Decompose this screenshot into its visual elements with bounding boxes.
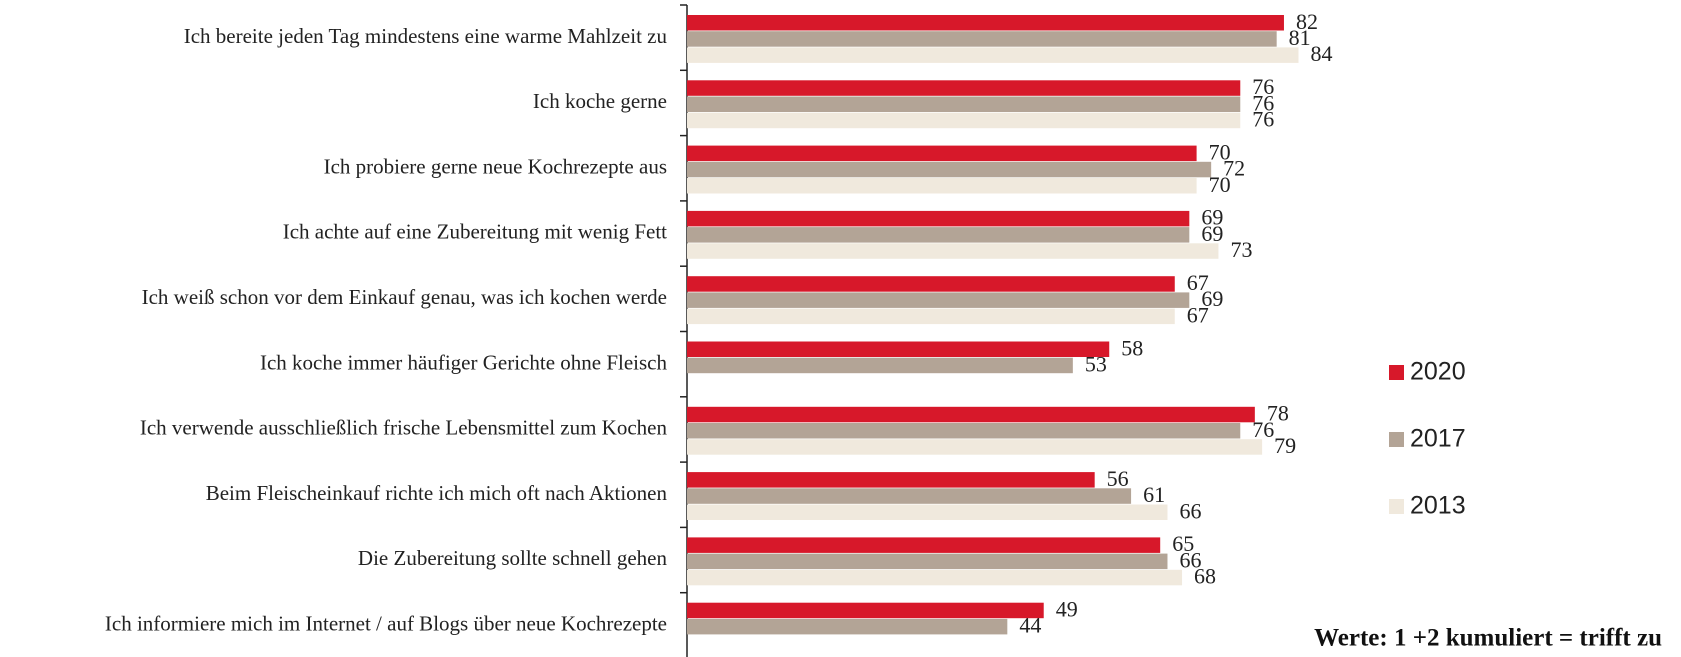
- bar: [687, 243, 1219, 259]
- bar: [687, 112, 1241, 129]
- value-label: 73: [1230, 237, 1252, 262]
- bar: [687, 31, 1277, 47]
- legend-swatch: [1389, 365, 1404, 380]
- bar: [687, 80, 1241, 96]
- value-label: 67: [1187, 270, 1209, 295]
- value-label: 67: [1187, 302, 1209, 327]
- bar: [687, 569, 1183, 586]
- bar: [687, 227, 1190, 243]
- bar: [687, 96, 1241, 112]
- bar: [687, 406, 1255, 423]
- bar: [687, 439, 1263, 455]
- category-label: Ich bereite jeden Tag mindestens eine wa…: [184, 24, 668, 48]
- bar: [687, 553, 1168, 570]
- category-label: Ich probiere gerne neue Kochrezepte aus: [324, 154, 667, 178]
- legend-label: 2020: [1410, 358, 1466, 386]
- value-label: 76: [1252, 417, 1274, 442]
- bar: [687, 178, 1197, 194]
- bar: [687, 357, 1073, 374]
- value-label: 70: [1209, 172, 1231, 197]
- value-label: 76: [1252, 106, 1274, 131]
- bar: [687, 292, 1190, 308]
- value-label: 70: [1209, 139, 1231, 164]
- value-label: 84: [1311, 41, 1333, 66]
- category-label: Ich informiere mich im Internet / auf Bl…: [105, 612, 667, 636]
- note: Werte: 1 +2 kumuliert = trifft zu: [1314, 625, 1662, 652]
- category-label: Ich verwende ausschließlich frische Lebe…: [140, 416, 668, 440]
- value-label: 78: [1267, 401, 1289, 426]
- value-label: 65: [1172, 531, 1194, 556]
- legend-label: 2013: [1410, 492, 1466, 520]
- value-label: 69: [1201, 205, 1223, 230]
- value-label: 69: [1201, 286, 1223, 311]
- value-label: 68: [1194, 564, 1216, 589]
- category-label: Ich weiß schon vor dem Einkauf genau, wa…: [142, 285, 667, 309]
- bar: [687, 504, 1168, 520]
- bar: [687, 161, 1212, 178]
- value-label: 82: [1296, 9, 1318, 34]
- value-label: 58: [1121, 335, 1143, 360]
- bar: [687, 210, 1190, 227]
- legend-swatch: [1389, 499, 1404, 514]
- category-label: Ich koche gerne: [533, 89, 667, 113]
- category-label: Die Zubereitung sollte schnell gehen: [358, 546, 668, 570]
- value-label: 66: [1179, 498, 1201, 523]
- bar: [687, 423, 1241, 439]
- bar: [687, 341, 1110, 357]
- bar: [687, 15, 1284, 31]
- value-label: 81: [1289, 25, 1311, 50]
- value-label: 56: [1107, 466, 1129, 491]
- bar: [687, 308, 1175, 325]
- legend-label: 2017: [1410, 425, 1466, 453]
- value-label: 53: [1085, 351, 1107, 376]
- category-label: Ich achte auf eine Zubereitung mit wenig…: [283, 220, 667, 244]
- value-label: 49: [1056, 596, 1078, 621]
- value-label: 66: [1179, 547, 1201, 572]
- bar: [687, 47, 1299, 63]
- bar: [687, 276, 1175, 292]
- category-label: Beim Fleischeinkauf richte ich mich oft …: [206, 481, 668, 505]
- bar: [687, 145, 1197, 162]
- value-label: 44: [1019, 613, 1041, 638]
- category-label: Ich koche immer häufiger Gerichte ohne F…: [260, 350, 668, 374]
- bar: [687, 602, 1044, 619]
- bar: [687, 472, 1095, 488]
- value-label: 76: [1252, 74, 1274, 99]
- value-label: 79: [1274, 433, 1296, 458]
- bar: [687, 488, 1132, 504]
- value-label: 69: [1201, 221, 1223, 246]
- value-label: 76: [1252, 90, 1274, 115]
- value-label: 72: [1223, 156, 1245, 181]
- bar: [687, 537, 1161, 553]
- legend-swatch: [1389, 432, 1404, 447]
- value-label: 61: [1143, 482, 1165, 507]
- bar: [687, 618, 1008, 635]
